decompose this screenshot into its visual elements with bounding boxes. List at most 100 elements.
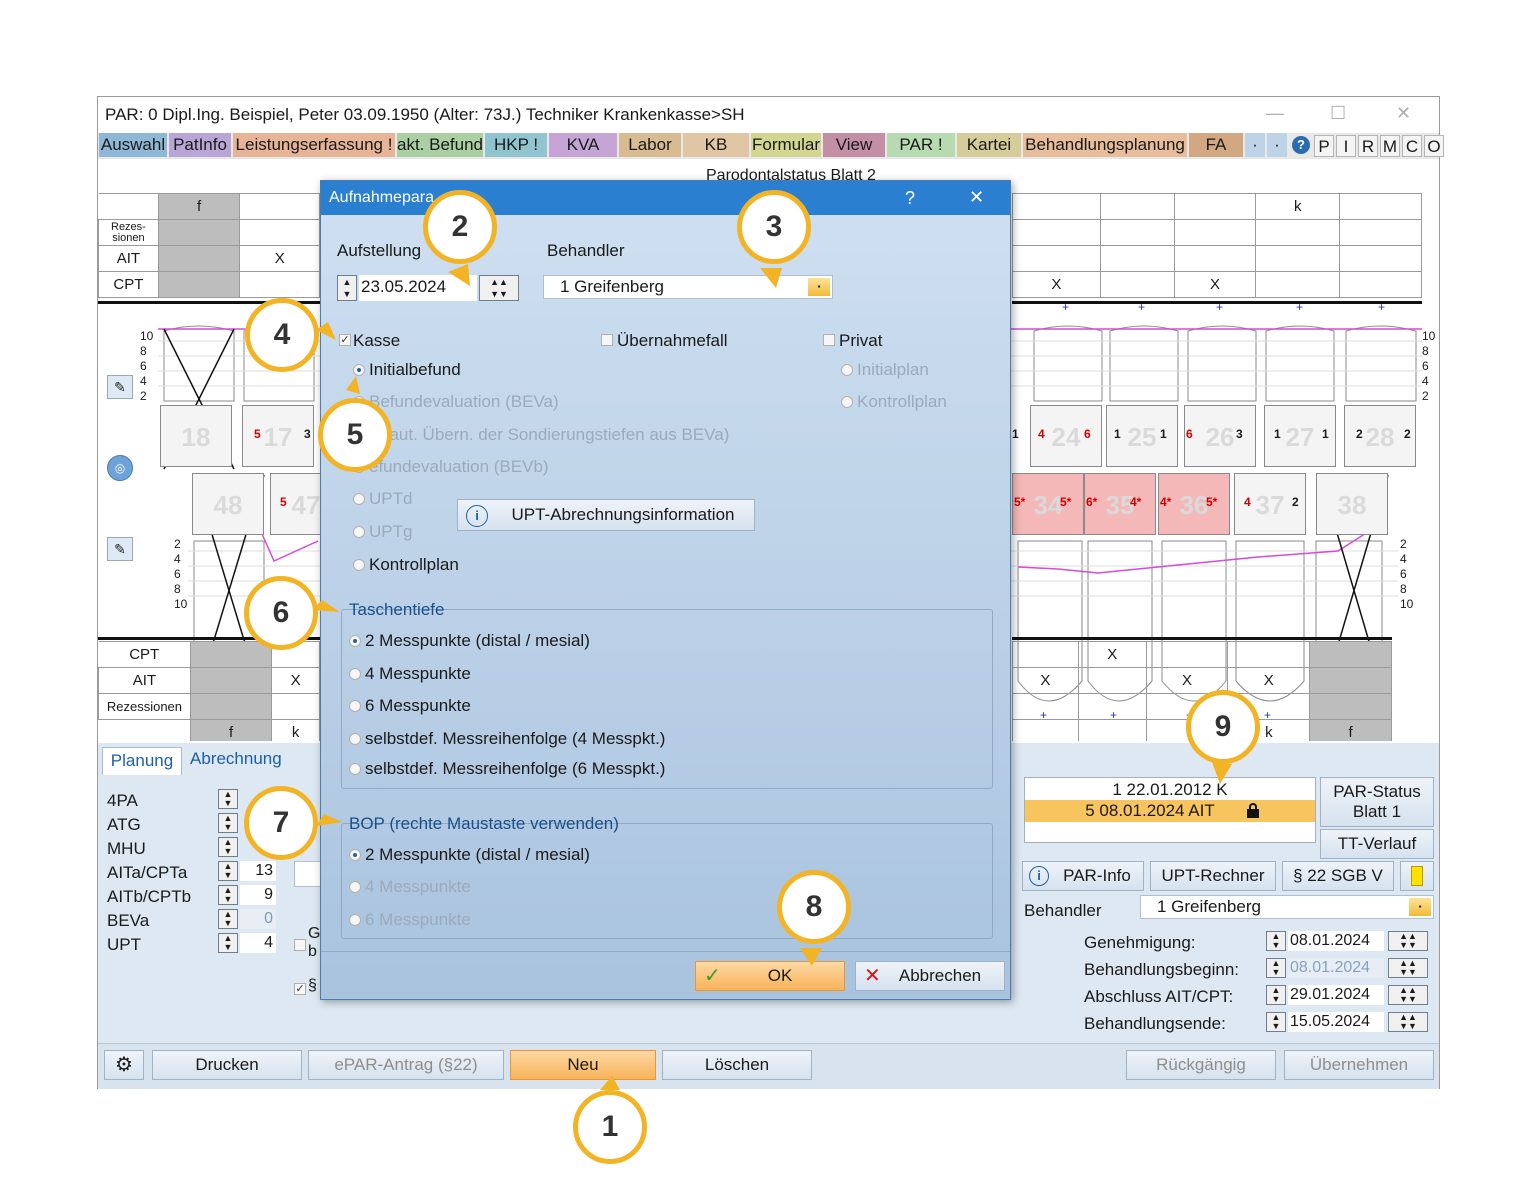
menu-item-hkp[interactable]: HKP ! bbox=[485, 133, 547, 157]
counter-stepper[interactable]: ▲ ▼ bbox=[218, 933, 238, 953]
counter-value[interactable]: 0 bbox=[240, 909, 276, 929]
date-stepper[interactable]: ▲ ▼ bbox=[1266, 985, 1286, 1005]
menu-button-p[interactable]: P bbox=[1314, 135, 1334, 157]
menu-item-fa[interactable]: FA bbox=[1189, 133, 1243, 157]
par-info-button[interactable]: i PAR-Info bbox=[1022, 861, 1144, 891]
drucken-button[interactable]: Drucken bbox=[152, 1050, 302, 1080]
menu-item-kartei[interactable]: Kartei bbox=[957, 133, 1021, 157]
date-stepper[interactable]: ▲ ▼ bbox=[1266, 958, 1286, 978]
date-genehmigung[interactable]: 08.01.2024 bbox=[1288, 931, 1384, 951]
menu-item-kb[interactable]: KB bbox=[683, 133, 749, 157]
behandler-select[interactable]: 1 Greifenberg ▪ bbox=[543, 275, 833, 299]
pen-icon[interactable]: ✎ bbox=[107, 537, 133, 561]
menu-item-par[interactable]: PAR ! bbox=[887, 133, 955, 157]
menu-item-akt-befund[interactable]: akt. Befund bbox=[397, 133, 483, 157]
radio-tt-2[interactable] bbox=[349, 635, 361, 647]
date-abschluss[interactable]: 29.01.2024 bbox=[1288, 985, 1384, 1005]
radio-bop-6[interactable] bbox=[349, 914, 361, 926]
menu-item-formular[interactable]: Formular bbox=[751, 133, 821, 157]
tab-abrechnung[interactable]: Abrechnung bbox=[190, 749, 282, 768]
menu-button-m[interactable]: M bbox=[1380, 135, 1400, 157]
tooth-26[interactable]: 26 bbox=[1184, 405, 1256, 467]
date-stepper[interactable]: ▲▲ ▼▼ bbox=[1388, 931, 1428, 951]
radio-privat-kontrollplan[interactable] bbox=[841, 396, 853, 408]
upt-rechner-button[interactable]: UPT-Rechner bbox=[1150, 861, 1276, 891]
ok-button[interactable]: ✓ OK bbox=[695, 961, 845, 991]
date-stepper[interactable]: ▲ ▼ bbox=[1266, 931, 1286, 951]
tooth-18[interactable]: 18 bbox=[160, 405, 232, 467]
tooth-36[interactable]: 36 bbox=[1158, 473, 1230, 535]
date-behandlungsbeginn[interactable]: 08.01.2024 bbox=[1288, 958, 1384, 978]
menu-button-c[interactable]: C bbox=[1402, 135, 1422, 157]
epar-antrag-button[interactable]: ePAR-Antrag (§22) bbox=[308, 1050, 504, 1080]
menu-item-extra-1[interactable]: · bbox=[1245, 133, 1265, 157]
tooth-38[interactable]: 38 bbox=[1316, 473, 1388, 535]
sgb-button[interactable]: § 22 SGB V bbox=[1282, 861, 1394, 891]
radio-bop-4[interactable] bbox=[349, 881, 361, 893]
tooth-27[interactable]: 27 bbox=[1264, 405, 1336, 467]
help-icon[interactable]: ? bbox=[905, 188, 916, 208]
par-status-button[interactable]: PAR-Status Blatt 1 bbox=[1320, 777, 1434, 827]
tooth-35[interactable]: 35 bbox=[1084, 473, 1156, 535]
chevron-down-icon[interactable]: ▪ bbox=[808, 278, 830, 296]
radio-initialbefund[interactable] bbox=[353, 364, 365, 376]
counter-stepper[interactable]: ▲ ▼ bbox=[218, 837, 238, 857]
clipboard-button[interactable] bbox=[1400, 861, 1434, 891]
partial-field[interactable] bbox=[294, 861, 324, 887]
menu-item-view[interactable]: View bbox=[823, 133, 885, 157]
counter-value[interactable]: 4 bbox=[240, 933, 276, 953]
counter-stepper[interactable]: ▲ ▼ bbox=[218, 909, 238, 929]
close-icon[interactable]: ✕ bbox=[969, 187, 985, 207]
gear-icon[interactable]: ⚙ bbox=[104, 1050, 144, 1080]
globe-icon[interactable]: ◎ bbox=[107, 455, 133, 481]
rueckgaengig-button[interactable]: Rückgängig bbox=[1126, 1050, 1276, 1080]
radio-tt-4[interactable] bbox=[349, 668, 361, 680]
counter-value[interactable]: 9 bbox=[240, 885, 276, 905]
menu-item-patinfo[interactable]: PatInfo bbox=[169, 133, 231, 157]
date-stepper[interactable]: ▲▲ ▼▼ bbox=[1388, 1012, 1428, 1032]
menu-item-auswahl[interactable]: Auswahl bbox=[99, 133, 167, 157]
chevron-down-icon[interactable]: ▪ bbox=[1409, 898, 1431, 916]
partial-checkbox[interactable]: ✓ bbox=[294, 983, 306, 995]
counter-stepper[interactable]: ▲ ▼ bbox=[218, 813, 238, 833]
date-stepper[interactable]: ▲▲ ▼▼ bbox=[479, 275, 519, 301]
radio-tt-self6[interactable] bbox=[349, 763, 361, 775]
uebernahmefall-checkbox[interactable] bbox=[601, 334, 613, 346]
aufstellung-date-input[interactable]: 23.05.2024 bbox=[359, 275, 477, 301]
list-item-selected[interactable]: 5 08.01.2024 AIT bbox=[1025, 800, 1315, 822]
upt-abrechnungsinfo-button[interactable]: i UPT-Abrechnungsinformation bbox=[457, 499, 755, 531]
tooth-17[interactable]: 17 bbox=[242, 405, 314, 467]
menu-item-kva[interactable]: KVA bbox=[549, 133, 617, 157]
counter-value[interactable]: 13 bbox=[240, 861, 276, 881]
menu-item-labor[interactable]: Labor bbox=[619, 133, 681, 157]
close-icon[interactable]: ✕ bbox=[1396, 103, 1412, 123]
menu-item-behandlungsplanung[interactable]: Behandlungsplanung bbox=[1023, 133, 1187, 157]
abbrechen-button[interactable]: ✕ Abbrechen bbox=[855, 961, 1005, 991]
tt-verlauf-button[interactable]: TT-Verlauf bbox=[1320, 829, 1434, 859]
menu-item-leistungserfassung[interactable]: Leistungserfassung ! bbox=[233, 133, 395, 157]
partial-checkbox[interactable] bbox=[294, 939, 306, 951]
tooth-37[interactable]: 37 bbox=[1234, 473, 1306, 535]
counter-stepper[interactable]: ▲ ▼ bbox=[218, 789, 238, 809]
neu-button[interactable]: Neu bbox=[510, 1050, 656, 1080]
menu-item-extra-2[interactable]: · bbox=[1267, 133, 1287, 157]
behandler-select[interactable]: 1 Greifenberg ▪ bbox=[1140, 895, 1434, 919]
date-stepper[interactable]: ▲▲ ▼▼ bbox=[1388, 985, 1428, 1005]
tooth-48[interactable]: 48 bbox=[192, 473, 264, 535]
radio-initialplan[interactable] bbox=[841, 364, 853, 376]
pen-icon[interactable]: ✎ bbox=[107, 375, 133, 399]
tooth-25[interactable]: 25 bbox=[1106, 405, 1178, 467]
loeschen-button[interactable]: Löschen bbox=[662, 1050, 812, 1080]
tab-planung[interactable]: Planung bbox=[102, 747, 182, 775]
list-item[interactable]: 1 22.01.2012 K bbox=[1112, 780, 1228, 799]
question-circle-icon[interactable]: ? bbox=[1292, 136, 1310, 154]
tooth-28[interactable]: 28 bbox=[1344, 405, 1416, 467]
radio-tt-6[interactable] bbox=[349, 700, 361, 712]
date-stepper[interactable]: ▲▲ ▼▼ bbox=[1388, 958, 1428, 978]
radio-bop-2[interactable] bbox=[349, 849, 361, 861]
maximize-icon[interactable]: ☐ bbox=[1330, 103, 1347, 123]
kasse-checkbox[interactable]: ✓ bbox=[339, 334, 351, 346]
menu-button-r[interactable]: R bbox=[1358, 135, 1378, 157]
tooth-34[interactable]: 34 bbox=[1012, 473, 1084, 535]
counter-stepper[interactable]: ▲ ▼ bbox=[218, 885, 238, 905]
